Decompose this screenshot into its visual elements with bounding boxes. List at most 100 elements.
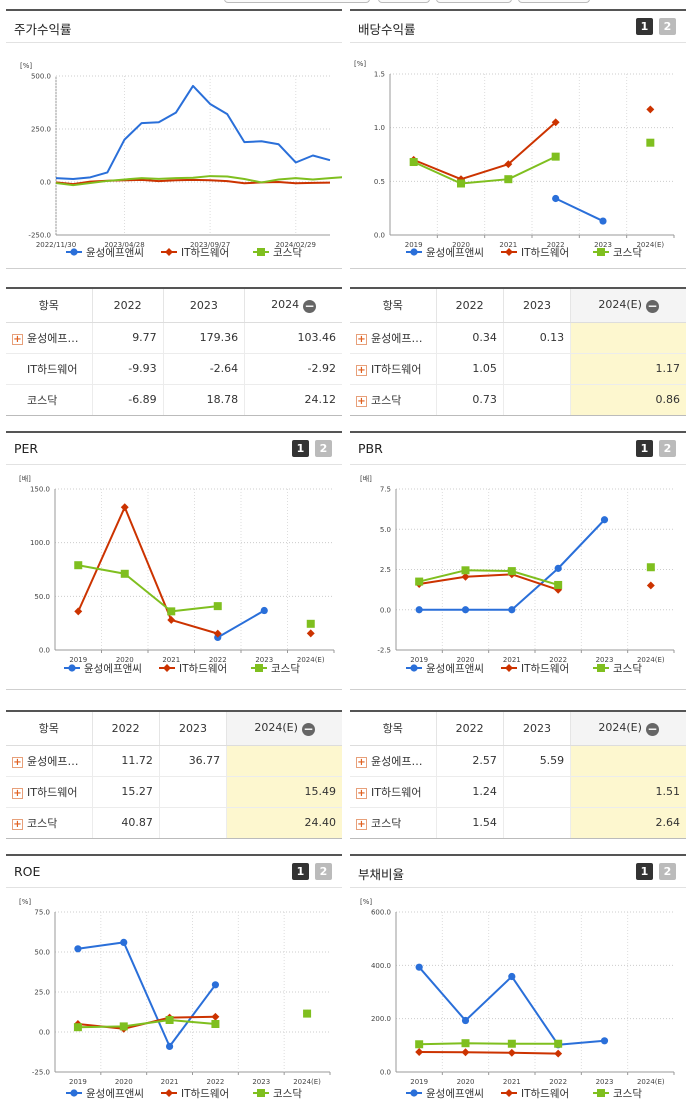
expand-icon[interactable]: + xyxy=(356,787,367,799)
x-tick-label: 2023/09/27 xyxy=(190,241,230,249)
expand-icon[interactable]: + xyxy=(356,333,367,345)
header-year: 2022 xyxy=(91,710,160,746)
dividend-yield-panel: 배당수익률 1 2 [%] 1.5 1.0 0.5 0.0 2019 2020 2021 202… xyxy=(350,9,686,269)
per-panel: PER 1 2 [배] 150.0 100.0 50.0 0.0 2019 2020 2021… xyxy=(6,431,342,691)
data-point xyxy=(306,629,315,638)
data-point xyxy=(554,564,562,572)
table-row: + IT하드웨어 15.27 15.49 xyxy=(6,776,342,808)
expand-icon[interactable]: + xyxy=(356,364,367,376)
series-it xyxy=(409,105,655,184)
legend-marker xyxy=(70,1089,78,1097)
top-control-4[interactable] xyxy=(518,0,590,3)
collapse-icon[interactable]: − xyxy=(645,721,659,736)
debt-ratio-chart: [%] 600.0 400.0 200.0 0.0 2019 2020 2021 2022 202… xyxy=(360,898,675,1100)
data-point xyxy=(504,175,513,184)
page-2-button[interactable]: 2 xyxy=(659,18,676,35)
y-tick-label: 0.0 xyxy=(380,1069,391,1077)
legend-marker xyxy=(70,248,78,256)
series-kosdaq xyxy=(415,1039,563,1049)
y-tick-label: 0.0 xyxy=(374,232,385,240)
row-label: + IT하드웨어 xyxy=(350,776,436,808)
table-row: IT하드웨어 -9.93 -2.64 -2.92 xyxy=(6,353,342,385)
header-label: 2024(E) xyxy=(598,297,642,311)
table-cell: 103.46 xyxy=(244,322,342,354)
page-1-button[interactable]: 1 xyxy=(292,440,309,457)
header-item: 항목 xyxy=(6,287,92,323)
series-line xyxy=(418,569,559,586)
data-point xyxy=(165,1042,174,1050)
row-label-text: 윤성에프… xyxy=(371,331,423,345)
y-tick-label: 1.5 xyxy=(374,71,385,79)
table-cell: -9.93 xyxy=(91,353,164,385)
expand-icon[interactable]: + xyxy=(12,787,23,799)
x-tick-label: 2021 xyxy=(503,1078,521,1086)
series-kosdaq xyxy=(74,561,315,628)
y-tick-label: 150.0 xyxy=(30,486,50,494)
x-tick-label: 2019 xyxy=(410,656,428,664)
row-label: + 윤성에프… xyxy=(6,745,92,777)
table-row: + IT하드웨어 1.24 1.51 xyxy=(350,776,686,808)
expand-icon[interactable]: + xyxy=(356,395,367,407)
legend-marker xyxy=(257,1089,265,1097)
row-label-text: 코스닥 xyxy=(27,393,58,407)
y-tick-label: 0.0 xyxy=(380,606,391,614)
page-2-button[interactable]: 2 xyxy=(315,440,332,457)
header-year: 2022 xyxy=(435,710,504,746)
x-tick-label: 2022 xyxy=(549,1078,567,1086)
expand-icon[interactable]: + xyxy=(12,333,23,345)
row-label-text: 코스닥 xyxy=(27,816,58,830)
panel-header: 주가수익률 xyxy=(6,9,342,43)
collapse-icon[interactable]: − xyxy=(303,298,317,313)
legend-marker xyxy=(410,248,418,256)
table-cell xyxy=(502,384,571,416)
page-2-button[interactable]: 2 xyxy=(315,863,332,880)
data-point xyxy=(600,1037,609,1045)
page-1-button[interactable]: 1 xyxy=(636,18,653,35)
series-line xyxy=(419,1042,559,1046)
expand-icon[interactable]: + xyxy=(12,818,23,830)
table-cell: 1.24 xyxy=(435,776,504,808)
series-line xyxy=(419,519,606,611)
data-point xyxy=(646,581,655,590)
page-1-button[interactable]: 1 xyxy=(636,863,653,880)
table-row: + 코스닥 1.54 2.64 xyxy=(350,807,686,839)
page-1-button[interactable]: 1 xyxy=(292,863,309,880)
page-2-button[interactable]: 2 xyxy=(659,863,676,880)
series-line xyxy=(77,941,217,1048)
legend-label: 윤성에프앤씨 xyxy=(426,247,484,259)
top-control-3[interactable] xyxy=(436,0,512,3)
row-label-text: 윤성에프… xyxy=(371,754,423,768)
x-tick-label: 2020 xyxy=(116,656,134,664)
legend-item-company: 윤성에프앤씨 xyxy=(64,663,142,675)
expand-icon[interactable]: + xyxy=(356,818,367,830)
top-control-1[interactable] xyxy=(224,0,370,3)
page-2-button[interactable]: 2 xyxy=(659,440,676,457)
y-unit-label: [배] xyxy=(360,474,372,483)
data-point xyxy=(554,1049,563,1058)
expand-icon[interactable]: + xyxy=(12,756,23,768)
y-tick-label: -2.5 xyxy=(377,647,391,655)
legend-label: 코스닥 xyxy=(613,663,642,675)
top-control-2[interactable] xyxy=(378,0,430,3)
legend-marker xyxy=(505,248,513,256)
data-point xyxy=(306,619,315,628)
expand-icon[interactable]: + xyxy=(356,756,367,768)
row-label: + 코스닥 xyxy=(6,807,92,839)
legend-marker xyxy=(597,664,605,672)
table-row: + 코스닥 40.87 24.40 xyxy=(6,807,342,839)
data-point xyxy=(167,615,176,624)
pager: 1 2 xyxy=(292,440,332,457)
collapse-icon[interactable]: − xyxy=(301,721,315,736)
collapse-icon[interactable]: − xyxy=(645,298,659,313)
legend-label: 윤성에프앤씨 xyxy=(426,1088,484,1100)
legend-marker xyxy=(163,664,171,672)
table-row: + 윤성에프… 0.34 0.13 xyxy=(350,322,686,354)
x-tick-label: 2024(E) xyxy=(297,656,325,664)
pager: 1 2 xyxy=(292,863,332,880)
header-label: 2023 xyxy=(523,298,552,312)
header-label: 2023 xyxy=(189,298,218,312)
series-kosdaq xyxy=(73,1009,312,1032)
data-point xyxy=(74,945,82,953)
page-1-button[interactable]: 1 xyxy=(636,440,653,457)
y-tick-label: 50.0 xyxy=(34,593,50,601)
